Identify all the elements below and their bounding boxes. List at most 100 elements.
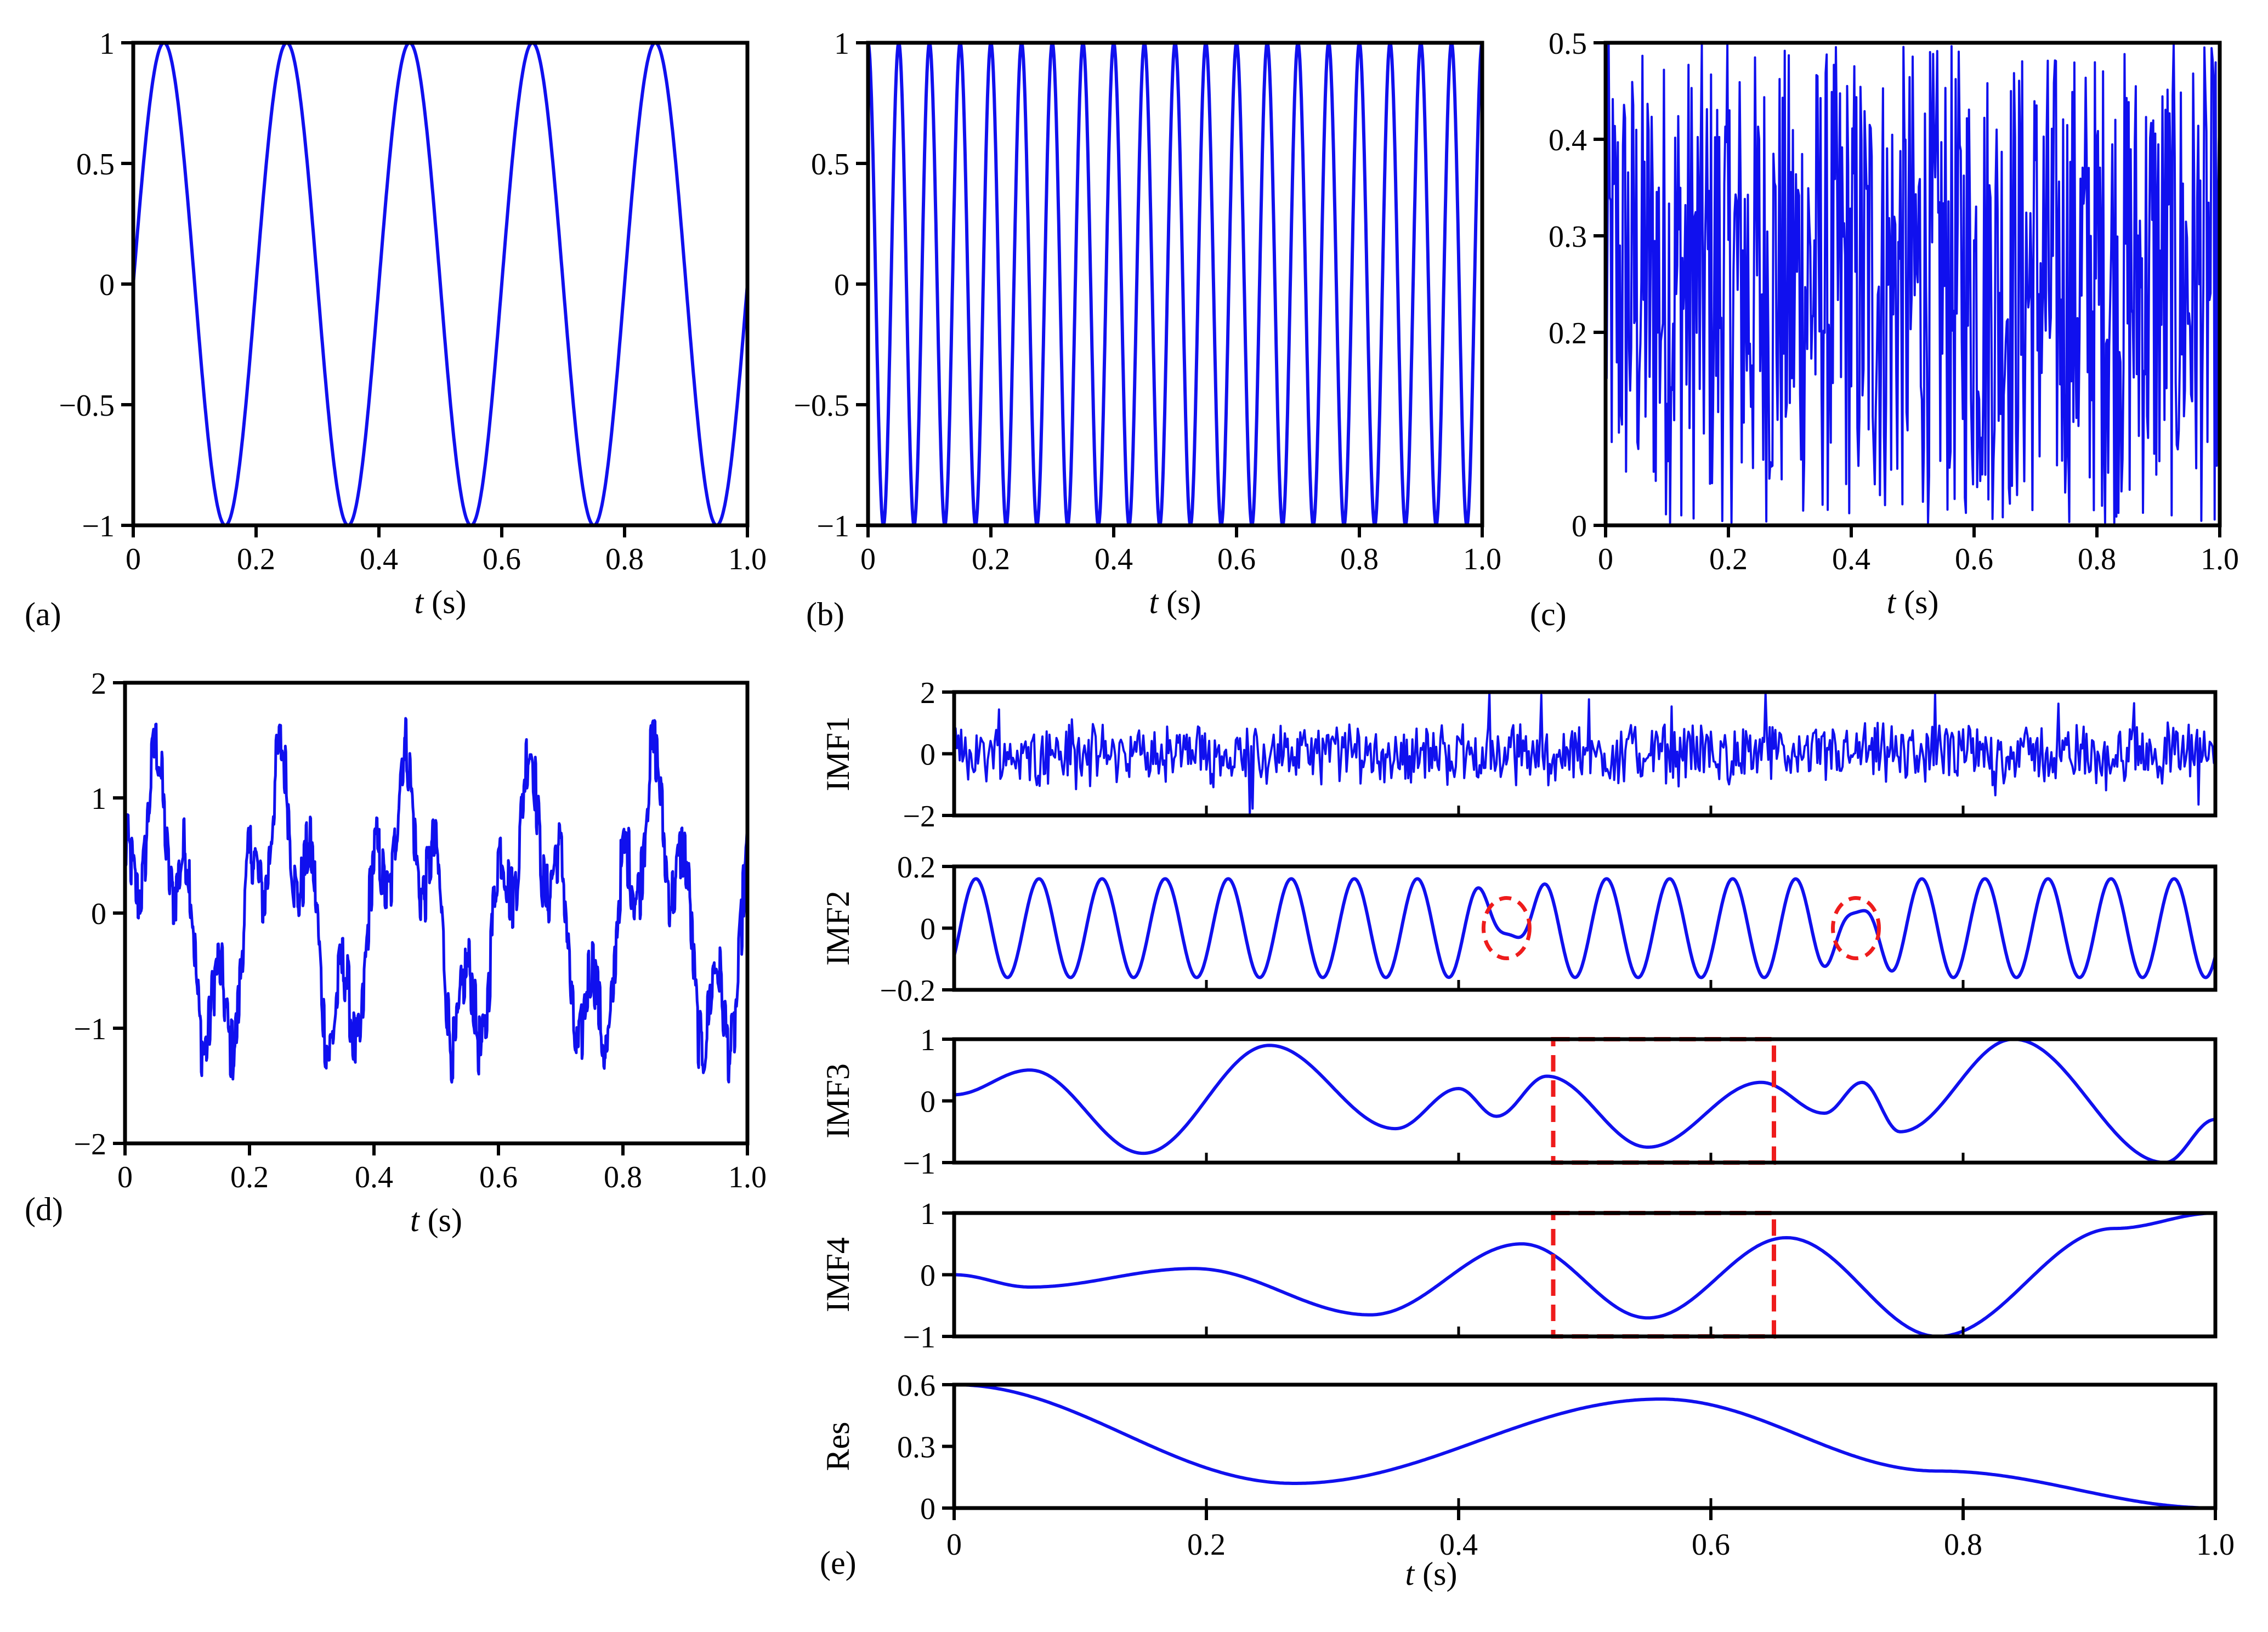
- panel-d-xtick-label: 0.4: [355, 1160, 393, 1194]
- panel-c-ytick-label: 0: [1572, 509, 1587, 543]
- ylabel-imf3: IMF3: [820, 1063, 856, 1138]
- panel-c-xtick-label: 1.0: [2201, 542, 2239, 576]
- panel-d-xtick-label: 0.8: [604, 1160, 642, 1194]
- panel-a-ytick-label: −0.5: [59, 389, 115, 423]
- panel-b-ytick-label: −0.5: [793, 389, 849, 423]
- panel-c-xtick-label: 0.2: [1709, 542, 1748, 576]
- panel-a-ytick-label: −1: [82, 509, 115, 543]
- panel-e-imf3-ytick-label: 0: [920, 1085, 935, 1119]
- panel-label-b: (b): [806, 596, 844, 632]
- panel-e-imf2-ytick-label: −0.2: [880, 974, 935, 1008]
- panel-b-xtick-label: 1.0: [1463, 542, 1501, 576]
- panel-e-imf4-ytick-label: −1: [903, 1321, 935, 1355]
- panel-e-res-ytick-label: 0: [920, 1492, 935, 1526]
- panel-c-ytick-label: 0.4: [1549, 123, 1587, 157]
- panel-a-xtick-label: 1.0: [728, 542, 767, 576]
- panel-a-xtick-label: 0.6: [483, 542, 521, 576]
- panel-a-xtick-label: 0.8: [605, 542, 644, 576]
- panel-d-ytick-label: 2: [91, 667, 106, 701]
- series-line-a: [132, 41, 749, 527]
- panel-d-xlabel: t (s): [410, 1202, 462, 1238]
- panel-e-res-ytick-label: 0.6: [897, 1369, 935, 1403]
- panel-a-ytick-label: 0: [99, 268, 115, 302]
- plot-frame-imf4: [952, 1211, 2218, 1339]
- panel-d-xlabel-unit: (s): [419, 1202, 462, 1238]
- panel-b-xtick-label: 0: [860, 542, 876, 576]
- series-line-imf2: [952, 877, 2217, 979]
- plot-frame-imf3: [952, 1037, 2218, 1165]
- panel-e-imf3-ytick-label: 1: [920, 1023, 935, 1057]
- panel-e-xtick-label: 0.4: [1439, 1528, 1478, 1562]
- panel-d-xlabel-variable: t: [410, 1202, 420, 1238]
- panel-c-xlabel-unit: (s): [1896, 584, 1938, 620]
- panel-d-ytick-label: 1: [91, 782, 106, 816]
- panel-b-xlabel: t (s): [1149, 584, 1201, 620]
- highlight-box-imf4: [1551, 1211, 1776, 1339]
- panel-label-a: (a): [25, 596, 61, 632]
- panel-e-imf1-ytick-label: 2: [920, 676, 935, 710]
- highlight-circle-imf2: [1481, 896, 1532, 960]
- panel-e-xtick-label: 0: [946, 1528, 962, 1562]
- panel-c-xtick-label: 0.6: [1955, 542, 1993, 576]
- panel-label-d: (d): [25, 1191, 63, 1227]
- series-line-d: [123, 717, 749, 1084]
- series-line-c: [1604, 42, 2221, 525]
- panel-e-imf2-ytick-label: 0: [920, 913, 935, 947]
- panel-d-ytick-label: 0: [91, 897, 106, 931]
- panel-a-ytick-label: 1: [99, 27, 115, 61]
- panel-e-imf4-ytick-label: 1: [920, 1197, 935, 1231]
- panel-c-xlabel-variable: t: [1887, 584, 1897, 620]
- series-line-res: [952, 1383, 2217, 1510]
- panel-b-ytick-label: 0.5: [811, 148, 849, 182]
- plot-frame-c: [1603, 41, 2222, 528]
- panel-b-ytick-label: −1: [817, 509, 849, 543]
- panel-a-xtick-label: 0: [126, 542, 141, 576]
- panel-e-imf3-ytick-label: −1: [903, 1147, 935, 1181]
- panel-a-xlabel-unit: (s): [423, 584, 466, 620]
- plot-frame-b: [866, 41, 1484, 528]
- series-line-imf1: [953, 691, 2216, 817]
- panel-a-xtick-label: 0.4: [360, 542, 398, 576]
- panel-d-ytick-label: −1: [73, 1012, 106, 1046]
- panel-c-ytick-label: 0.5: [1549, 27, 1587, 61]
- panel-e-xlabel-unit: (s): [1414, 1556, 1457, 1592]
- panel-b-xlabel-variable: t: [1149, 584, 1159, 620]
- panel-d-xtick-label: 0.2: [230, 1160, 269, 1194]
- panel-e-xtick-label: 0.6: [1692, 1528, 1730, 1562]
- panel-e-imf4-ytick-label: 0: [920, 1259, 935, 1293]
- panel-e-xlabel-variable: t: [1405, 1556, 1415, 1592]
- ylabel-imf1: IMF1: [820, 716, 856, 791]
- panel-b-ytick-label: 0: [834, 268, 849, 302]
- panel-e-xlabel: t (s): [1405, 1556, 1458, 1592]
- panel-a-ytick-label: 0.5: [76, 148, 115, 182]
- panel-label-e: (e): [820, 1545, 857, 1581]
- panel-c-xtick-label: 0.4: [1832, 542, 1870, 576]
- panel-a-xlabel-variable: t: [415, 584, 424, 620]
- panel-e-xtick-label: 1.0: [2196, 1528, 2235, 1562]
- panel-c-ytick-label: 0.2: [1549, 316, 1587, 350]
- panel-d-xtick-label: 0.6: [479, 1160, 518, 1194]
- panel-c-ytick-label: 0.3: [1549, 220, 1587, 254]
- panel-d-xtick-label: 0: [117, 1160, 133, 1194]
- panel-b-xtick-label: 0.6: [1217, 542, 1256, 576]
- plot-frame-imf2: [952, 864, 2218, 992]
- panel-e-imf2-ytick-label: 0.2: [897, 851, 935, 885]
- panel-b-ytick-label: 1: [834, 27, 849, 61]
- panel-d-xtick-label: 1.0: [728, 1160, 767, 1194]
- panel-b-xtick-label: 0.2: [972, 542, 1010, 576]
- panel-b-xtick-label: 0.4: [1095, 542, 1133, 576]
- panel-label-c: (c): [1530, 596, 1567, 632]
- panel-d-ytick-label: −2: [73, 1127, 106, 1161]
- panel-e-xtick-label: 0.8: [1944, 1528, 1982, 1562]
- series-line-imf4: [952, 1211, 2217, 1338]
- ylabel-imf2: IMF2: [820, 891, 856, 966]
- panel-b-xlabel-unit: (s): [1158, 584, 1201, 620]
- panel-b-xtick-label: 0.8: [1340, 542, 1379, 576]
- panel-e-res-ytick-label: 0.3: [897, 1431, 935, 1465]
- series-line-imf3: [952, 1038, 2217, 1164]
- panel-a-xtick-label: 0.2: [237, 542, 275, 576]
- panel-e-imf1-ytick-label: 0: [920, 738, 935, 772]
- plot-frame-res: [952, 1382, 2218, 1510]
- panel-c-xlabel: t (s): [1887, 584, 1939, 620]
